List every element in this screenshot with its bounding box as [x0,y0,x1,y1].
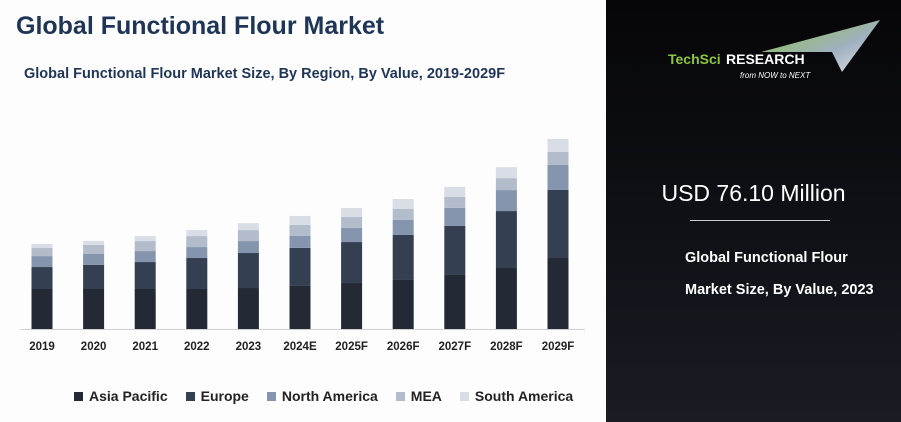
x-tick-label: 2025F [335,341,368,353]
bar-asia-pacific-2021 [134,288,156,329]
bar-chart: 2019 2020 2021 2022 2023 2024E 2025F 2026F 2027F… [20,138,585,353]
x-tick-label: 2020 [81,341,107,353]
bar-north-america-2024E [289,235,311,248]
bar-mea-2024E [289,224,311,236]
bar-north-america-2025F [341,228,363,243]
x-tick-label: 2028F [490,341,523,353]
bar-europe-2028F [495,211,517,269]
page-title: Global Functional Flour Market [16,12,385,40]
legend-item: MEA [395,388,442,404]
bar-mea-2019 [31,248,53,257]
bar-mea-2020 [83,244,105,254]
bar-asia-pacific-2028F [495,268,517,329]
bar-europe-2021 [134,262,156,289]
bar-north-america-2023 [237,241,259,254]
legend-swatch [185,391,195,401]
bar-asia-pacific-2023 [237,288,259,329]
x-tick-label: 2023 [236,341,262,353]
bar-mea-2027F [444,196,466,208]
bar-south-america-2026F [392,198,414,209]
bar-south-america-2021 [134,236,156,242]
bar-south-america-2022 [186,230,208,237]
x-tick-label: 2024E [283,341,317,353]
legend-item: Europe [185,388,249,404]
legend-label: Europe [200,388,249,404]
bar-south-america-2019 [31,243,53,249]
bar-mea-2023 [237,230,259,242]
market-description: Global Functional Flour Market Size, By … [685,250,874,298]
bar-north-america-2020 [83,253,105,265]
bar-europe-2024E [289,247,311,286]
bar-south-america-2024E [289,215,311,225]
chart-panel: Global Functional Flour Market Global Fu… [16,12,585,404]
bar-europe-2029F [547,189,569,259]
bar-europe-2023 [237,253,259,289]
legend-swatch [74,391,83,401]
bar-north-america-2022 [186,247,208,259]
bar-europe-2027F [444,225,466,275]
bar-asia-pacific-2029F [547,258,569,329]
bar-north-america-2028F [495,190,517,212]
bar-north-america-2027F [444,207,466,226]
bar-south-america-2028F [495,167,517,179]
x-tick-label: 2022 [184,341,210,353]
bar-mea-2026F [392,208,414,220]
x-tick-label: 2021 [132,341,158,353]
bar-mea-2025F [341,217,363,229]
bar-mea-2022 [186,236,208,248]
legend-item: Asia Pacific [74,388,168,404]
x-tick-label: 2029F [542,341,575,353]
bar-europe-2022 [186,258,208,289]
legend-item: South America [459,388,574,404]
bar-asia-pacific-2020 [83,288,105,329]
logo-tagline: from NOW to NEXT [740,71,811,80]
bar-south-america-2025F [341,208,363,218]
logo-brand-a: TechSci [668,51,721,67]
bar-south-america-2027F [444,186,466,197]
bar-mea-2029F [547,151,569,165]
bar-north-america-2019 [31,256,53,268]
x-tick-label: 2027F [438,341,471,353]
logo-brand-b: Research [726,51,805,67]
bar-south-america-2020 [83,240,105,245]
x-tick-label: 2026F [387,341,420,353]
divider [690,220,830,221]
legend-item: North America [266,388,378,404]
bar-asia-pacific-2026F [392,279,414,329]
bar-europe-2019 [31,267,53,289]
bar-europe-2020 [83,264,105,289]
bar-asia-pacific-2025F [341,283,363,329]
legend-swatch [395,391,405,401]
legend-label: North America [281,388,378,404]
market-value: USD 76.10 Million [661,180,846,206]
arrow-icon [761,20,880,72]
bar-south-america-2023 [237,223,259,231]
bar-north-america-2029F [547,164,569,190]
bar-mea-2028F [495,178,517,191]
bar-asia-pacific-2022 [186,288,208,329]
techsci-logo: TechSci Research from NOW to NEXT [668,20,880,80]
bar-europe-2026F [392,234,414,280]
legend: Asia Pacific Europe North America MEA South … [74,388,573,404]
bar-north-america-2021 [134,251,156,263]
bar-south-america-2029F [547,138,569,152]
legend-label: South America [474,388,574,404]
bar-north-america-2026F [392,219,414,235]
highlight-panel: TechSci Research from NOW to NEXT USD 76… [606,0,901,422]
chart-title: Global Functional Flour Market Size, By … [24,66,506,82]
x-tick-label: 2019 [29,341,55,353]
legend-swatch [459,391,469,401]
bar-asia-pacific-2027F [444,274,466,329]
bar-asia-pacific-2024E [289,285,311,329]
bar-mea-2021 [134,241,156,252]
bar-europe-2025F [341,242,363,284]
legend-swatch [266,391,276,401]
legend-label: MEA [410,388,442,404]
legend-label: Asia Pacific [89,388,168,404]
bar-asia-pacific-2019 [31,288,53,329]
